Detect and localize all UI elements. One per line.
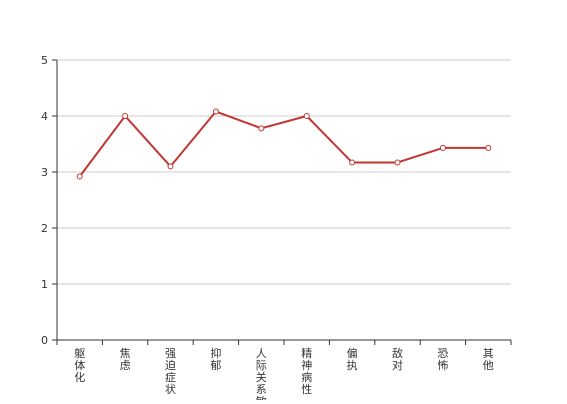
x-tick-label: 躯体化	[74, 347, 85, 384]
y-tick-label: 2	[41, 222, 48, 235]
data-point	[439, 144, 446, 151]
series-line	[78, 110, 489, 178]
y-tick-label: 5	[41, 54, 48, 67]
x-tick-label: 恐怖	[437, 347, 448, 372]
y-tick-label: 0	[41, 334, 48, 347]
x-tick-label: 抑郁	[210, 346, 221, 372]
data-point	[485, 144, 492, 151]
y-tick-label: 1	[41, 278, 48, 291]
data-point	[76, 173, 83, 180]
y-tick-label: 3	[41, 166, 48, 179]
x-tick-label: 强迫症状	[165, 347, 176, 396]
data-point	[212, 108, 219, 115]
y-tick-label: 4	[41, 110, 48, 123]
data-point	[303, 113, 310, 119]
x-tick-label: 偏执	[347, 346, 358, 372]
x-tick-label: 精神病性	[301, 347, 312, 396]
data-point	[122, 113, 129, 119]
x-tick-label: 人际关系敏感	[256, 347, 267, 400]
data-point	[258, 125, 265, 132]
x-tick-label: 敌对	[392, 346, 403, 372]
data-point	[349, 159, 356, 166]
x-tick-label: 焦虑	[120, 347, 131, 372]
x-tick-label: 其他	[483, 347, 494, 372]
data-point	[167, 163, 174, 170]
data-point	[394, 159, 401, 166]
